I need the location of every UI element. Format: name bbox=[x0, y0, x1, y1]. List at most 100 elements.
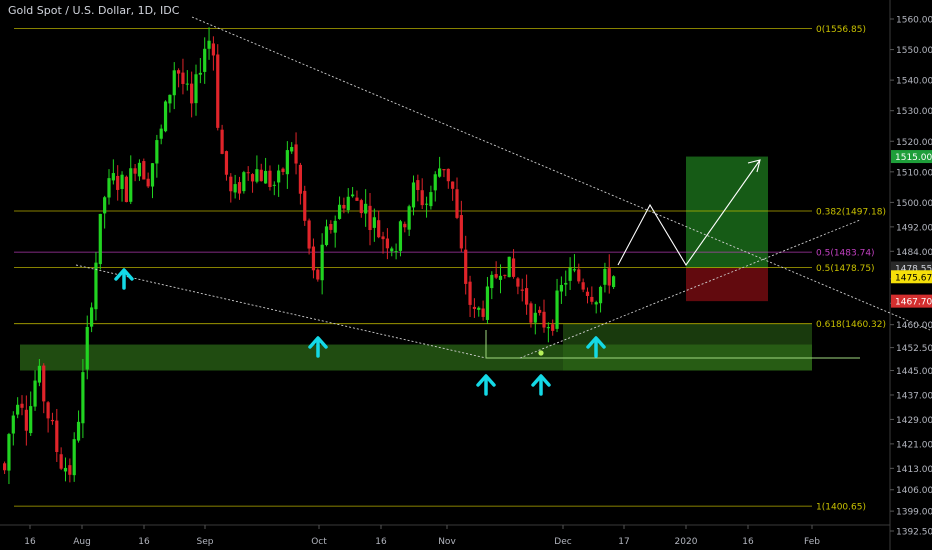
x-tick-label: Dec bbox=[554, 537, 571, 547]
candle-body bbox=[468, 281, 472, 305]
projection-path bbox=[617, 159, 761, 267]
candle-body bbox=[320, 244, 324, 281]
candle-body bbox=[20, 403, 24, 408]
x-axis: 16 Aug 16 Sep Oct 16 Nov Dec 17 2020 16 Feb bbox=[24, 525, 820, 547]
candle-body bbox=[37, 365, 41, 383]
candle-body bbox=[224, 151, 229, 175]
candle-body bbox=[81, 372, 85, 424]
y-tick-label: 1550.00 bbox=[896, 46, 932, 56]
candle-body bbox=[55, 420, 59, 452]
y-tick-label: 1399.00 bbox=[896, 508, 932, 518]
price-label: 1478.55 bbox=[895, 264, 932, 274]
point-marker bbox=[538, 350, 544, 356]
price-label-bg bbox=[891, 294, 932, 308]
candle-body bbox=[303, 190, 307, 221]
candle-body bbox=[529, 303, 533, 323]
y-tick-label: 1530.00 bbox=[896, 107, 932, 117]
candle-body bbox=[316, 269, 320, 280]
candle-body bbox=[285, 150, 289, 175]
candle-body bbox=[194, 74, 198, 104]
candle-body bbox=[559, 284, 563, 292]
x-tick-label: 16 bbox=[742, 537, 754, 547]
y-tick-label: 1392.50 bbox=[896, 528, 932, 538]
price-label: 1467.70 bbox=[895, 298, 932, 308]
candle-body bbox=[298, 164, 302, 194]
chart-title: Gold Spot / U.S. Dollar, 1D, IDC bbox=[8, 4, 180, 17]
candle-body bbox=[612, 276, 616, 288]
candle-body bbox=[442, 169, 446, 171]
candle-body bbox=[216, 54, 220, 128]
candle-body bbox=[246, 172, 250, 174]
candle-body bbox=[494, 274, 498, 278]
candle-body bbox=[85, 326, 89, 370]
fib-label: 0.5(1478.75) bbox=[816, 264, 875, 274]
y-tick-label: 1429.00 bbox=[896, 416, 932, 426]
candle-body bbox=[511, 258, 516, 277]
candle-body bbox=[294, 144, 298, 164]
candle-body bbox=[307, 220, 311, 249]
candle-body bbox=[416, 180, 420, 191]
fib-label: 1(1400.65) bbox=[816, 503, 866, 513]
candle-body bbox=[490, 274, 494, 289]
candle-body bbox=[472, 306, 476, 309]
price-label: 1475.67 bbox=[895, 273, 932, 283]
candle-body bbox=[255, 169, 259, 182]
candle-body bbox=[203, 48, 207, 72]
candle-body bbox=[520, 289, 524, 291]
upper-trendline bbox=[191, 16, 931, 331]
candle-body bbox=[198, 72, 202, 75]
candle-body bbox=[603, 268, 607, 285]
x-tick-label: 2020 bbox=[675, 537, 698, 547]
candle-body bbox=[50, 419, 55, 422]
candle-body bbox=[503, 274, 507, 276]
candle-body bbox=[346, 196, 350, 211]
y-tick-label: 1452.50 bbox=[896, 344, 932, 354]
candle-body bbox=[538, 309, 542, 313]
candle-body bbox=[72, 439, 76, 476]
candle-body bbox=[333, 220, 337, 233]
candle-body bbox=[555, 290, 559, 329]
candle-body bbox=[237, 182, 242, 194]
candle-body bbox=[368, 205, 372, 231]
x-tick-label: Sep bbox=[197, 537, 214, 547]
drawings bbox=[75, 16, 931, 396]
candle-body bbox=[407, 206, 411, 230]
x-tick-label: Nov bbox=[438, 537, 456, 547]
y-tick-label: 1520.00 bbox=[896, 138, 932, 148]
candle-body bbox=[264, 170, 268, 184]
y-tick-label: 1421.00 bbox=[896, 440, 932, 450]
y-tick-label: 1560.00 bbox=[896, 16, 932, 26]
candle-body bbox=[211, 43, 215, 56]
candle-body bbox=[259, 169, 263, 182]
candles[interactable] bbox=[3, 27, 616, 485]
candle-body bbox=[11, 415, 15, 434]
y-tick-label: 1460.00 bbox=[896, 321, 932, 331]
candle-body bbox=[372, 217, 376, 228]
candle-body bbox=[464, 249, 468, 284]
rising-trendline bbox=[519, 219, 861, 359]
price-label-bg bbox=[891, 270, 932, 284]
fib-label: 0.618(1460.32) bbox=[816, 320, 886, 330]
candle-body bbox=[590, 296, 594, 302]
fib-levels: 0(1556.85) 0.382(1497.18) 0.5(1483.74) 0.5(… bbox=[14, 25, 886, 513]
candle-body bbox=[68, 465, 72, 475]
candle-body bbox=[281, 168, 285, 172]
candle-body bbox=[390, 248, 394, 252]
candle-body bbox=[446, 168, 450, 182]
candle-body bbox=[568, 267, 572, 281]
candle-body bbox=[564, 282, 568, 285]
profit-zone bbox=[686, 156, 768, 268]
candle-body bbox=[607, 268, 611, 286]
demand-zone bbox=[563, 323, 812, 371]
candle-body bbox=[429, 192, 433, 207]
candle-body bbox=[329, 224, 333, 230]
candle-body bbox=[398, 221, 403, 251]
candle-body bbox=[33, 380, 37, 407]
candle-body bbox=[150, 163, 155, 187]
candle-body bbox=[146, 178, 150, 187]
candle-body bbox=[163, 101, 168, 132]
fib-label: 0.382(1497.18) bbox=[816, 208, 886, 218]
candle-body bbox=[103, 197, 107, 214]
candle-body bbox=[311, 246, 316, 271]
